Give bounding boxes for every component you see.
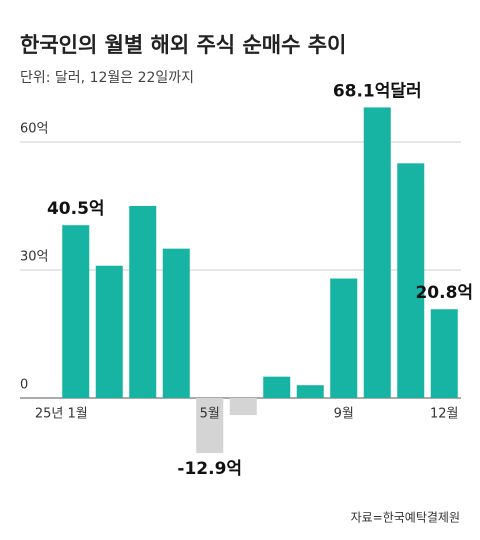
bar: [430, 309, 458, 398]
x-tick-label: 25년 1월: [35, 407, 88, 422]
value-label: 68.1억달러: [333, 80, 422, 101]
bar: [263, 376, 291, 398]
x-tick-label: 5월: [200, 407, 220, 422]
bar: [196, 398, 224, 454]
value-label: 40.5억: [47, 199, 105, 219]
bar: [129, 205, 157, 398]
bar: [363, 107, 391, 398]
x-tick-label: 9월: [334, 407, 354, 422]
chart-subtitle: 단위: 달러, 12월은 22일까지: [20, 70, 194, 86]
chart-title: 한국인의 월별 해외 주식 순매수 추이: [20, 33, 346, 57]
value-label: -12.9억: [177, 459, 242, 479]
value-label: 20.8억: [415, 283, 473, 303]
bar: [62, 225, 90, 398]
bar: [162, 248, 190, 398]
bar: [330, 278, 358, 398]
bar: [229, 398, 257, 416]
source: 자료=한국예탁결제원: [351, 511, 460, 525]
y-tick-label: 0: [20, 378, 28, 393]
bar: [296, 385, 324, 398]
bar: [397, 163, 425, 398]
y-tick-label: 60억: [20, 121, 49, 136]
y-tick-label: 30억: [20, 249, 49, 264]
x-tick-label: 12월: [430, 407, 459, 422]
bar: [95, 265, 123, 398]
